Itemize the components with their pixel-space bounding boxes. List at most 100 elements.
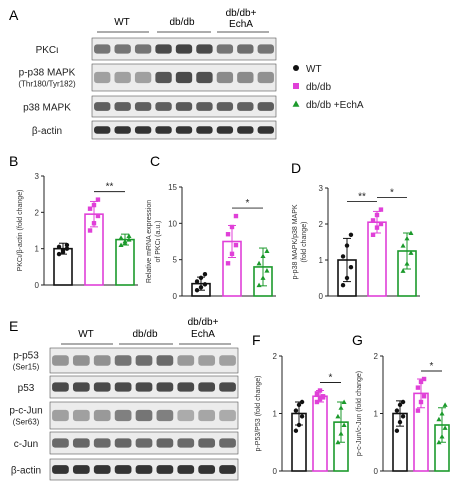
chart-g-y-label: p-c-Jun/c-Jun (fold change) xyxy=(356,371,363,456)
chart-d-point-echa xyxy=(400,243,406,248)
blot-e-band xyxy=(219,355,236,366)
blot-e-row-label: β-actin xyxy=(11,466,41,477)
chart-d-sig-label: * xyxy=(390,188,394,199)
blot-e-band xyxy=(93,382,111,392)
legend-label-wt: WT xyxy=(306,64,322,75)
chart-c-point-echa xyxy=(260,275,266,280)
chart-c-point-wt xyxy=(198,285,204,290)
chart-g-tick-label: 0 xyxy=(374,467,379,476)
chart-b-point-dbdb xyxy=(87,206,93,211)
chart-d-point-wt xyxy=(348,265,354,270)
blot-e-header-dbdb: db/db xyxy=(132,329,157,340)
blot-e-band xyxy=(52,409,69,422)
blot-a-band xyxy=(237,102,254,111)
chart-b-point-wt xyxy=(60,250,66,255)
blot-e-band xyxy=(72,382,90,392)
blot-e-band xyxy=(114,409,132,422)
chart-c-y-label: of PKCι (a.u.) xyxy=(155,220,162,262)
chart-d-point-echa xyxy=(404,235,410,241)
blot-e-band xyxy=(93,438,111,448)
chart-d-point-dbdb xyxy=(370,218,376,223)
blot-a-band xyxy=(216,71,234,84)
chart-g-point-dbdb xyxy=(421,394,427,399)
blot-e-row-label: (Ser63) xyxy=(13,418,40,427)
chart-d-point-wt xyxy=(340,283,346,288)
chart-g-point-dbdb xyxy=(418,399,424,405)
chart-f-y-label: p-P53/P53 (fold change) xyxy=(255,376,262,452)
chart-d-y-label: (fold change) xyxy=(301,222,308,263)
blot-a-band xyxy=(216,126,234,134)
blot-a-band xyxy=(134,44,152,54)
blot-e-row: p-p53(Ser15) xyxy=(13,347,239,374)
chart-c-point-echa xyxy=(264,248,270,253)
chart-g-point-echa xyxy=(442,402,448,407)
blot-e-band xyxy=(198,355,216,366)
blot-a-band xyxy=(155,102,172,111)
blot-e-band xyxy=(219,382,236,392)
chart-b-point-echa xyxy=(126,237,132,242)
chart-g-point-dbdb xyxy=(415,385,421,390)
chart-f-point-wt xyxy=(296,402,302,408)
blot-a-band xyxy=(175,71,193,84)
chart-b-point-wt xyxy=(64,246,70,251)
blot-e-band xyxy=(93,465,111,474)
blot-a-band xyxy=(237,71,254,84)
chart-b-point-echa xyxy=(118,235,124,240)
blot-a-band xyxy=(94,44,111,54)
blot-a-band xyxy=(237,126,254,134)
blot-a-band xyxy=(175,126,193,134)
chart-b-tick-label: 2 xyxy=(35,208,40,217)
blot-e-band xyxy=(93,355,111,366)
western-blot-a: PKCι p-p38 MAPK(Thr180/Tyr182) p38 MAPK β-a… xyxy=(18,37,277,140)
chart-b-point-dbdb xyxy=(91,221,97,226)
chart-g-point-dbdb xyxy=(418,379,424,385)
blot-a-band xyxy=(196,126,213,134)
chart-g-point-wt xyxy=(394,428,400,433)
blot-a-row: β-actin xyxy=(32,120,277,140)
chart-b-point-echa xyxy=(122,240,128,246)
blot-e-band xyxy=(177,409,195,422)
chart-c-point-echa xyxy=(256,260,262,266)
blot-e-band xyxy=(72,409,90,422)
chart-f-bar-dbdb xyxy=(312,395,328,472)
blot-e-band xyxy=(219,409,236,422)
blot-e-band xyxy=(135,438,153,448)
legend-marker-echa xyxy=(292,100,300,107)
chart-panel-b: 0 1 2 3 PKCι/β-actin (fold change) ** xyxy=(17,172,138,290)
chart-d-point-dbdb xyxy=(378,221,384,227)
blot-a-band xyxy=(155,126,172,134)
panel-letter-e: E xyxy=(9,318,18,334)
legend: WT db/db db/db +EchA xyxy=(292,64,364,111)
chart-b-sig-label: ** xyxy=(106,182,114,193)
blot-a-band xyxy=(196,102,213,111)
blot-e-band xyxy=(219,438,236,448)
chart-f-point-wt xyxy=(293,408,299,413)
blot-e-band xyxy=(114,465,132,474)
blot-a-band xyxy=(114,126,131,134)
chart-g-point-wt xyxy=(400,414,406,419)
chart-d-point-dbdb xyxy=(370,232,376,237)
blot-a-header-echa-line1: db/db+ xyxy=(226,8,257,19)
blot-e-band xyxy=(72,438,90,448)
chart-b-y-label: PKCι/β-actin (fold change) xyxy=(17,190,24,272)
blot-a-group-headers: WT db/db db/db+ EchA xyxy=(97,8,269,33)
blot-a-row: PKCι xyxy=(36,37,277,61)
chart-panel-f: 0 1 2 p-P53/P53 (fold change) * xyxy=(255,352,349,476)
chart-b-tick-label: 0 xyxy=(35,281,40,290)
blot-a-band xyxy=(175,44,193,54)
blot-a-band xyxy=(134,126,152,134)
chart-c-tick-label: 5 xyxy=(173,256,178,265)
blot-e-row: p53 xyxy=(18,375,239,399)
blot-e-band xyxy=(177,355,195,366)
blot-e-band xyxy=(52,438,69,448)
chart-f-point-echa xyxy=(335,413,341,419)
chart-g-point-echa xyxy=(439,433,445,439)
blot-a-row-label: p-p38 MAPK xyxy=(19,68,76,79)
blot-e-band xyxy=(156,465,174,474)
chart-c-point-dbdb xyxy=(225,232,231,237)
chart-d-tick-label: 3 xyxy=(319,184,324,193)
chart-b-point-dbdb xyxy=(87,228,93,233)
chart-f-point-echa xyxy=(341,422,347,428)
blot-a-band xyxy=(257,102,274,111)
